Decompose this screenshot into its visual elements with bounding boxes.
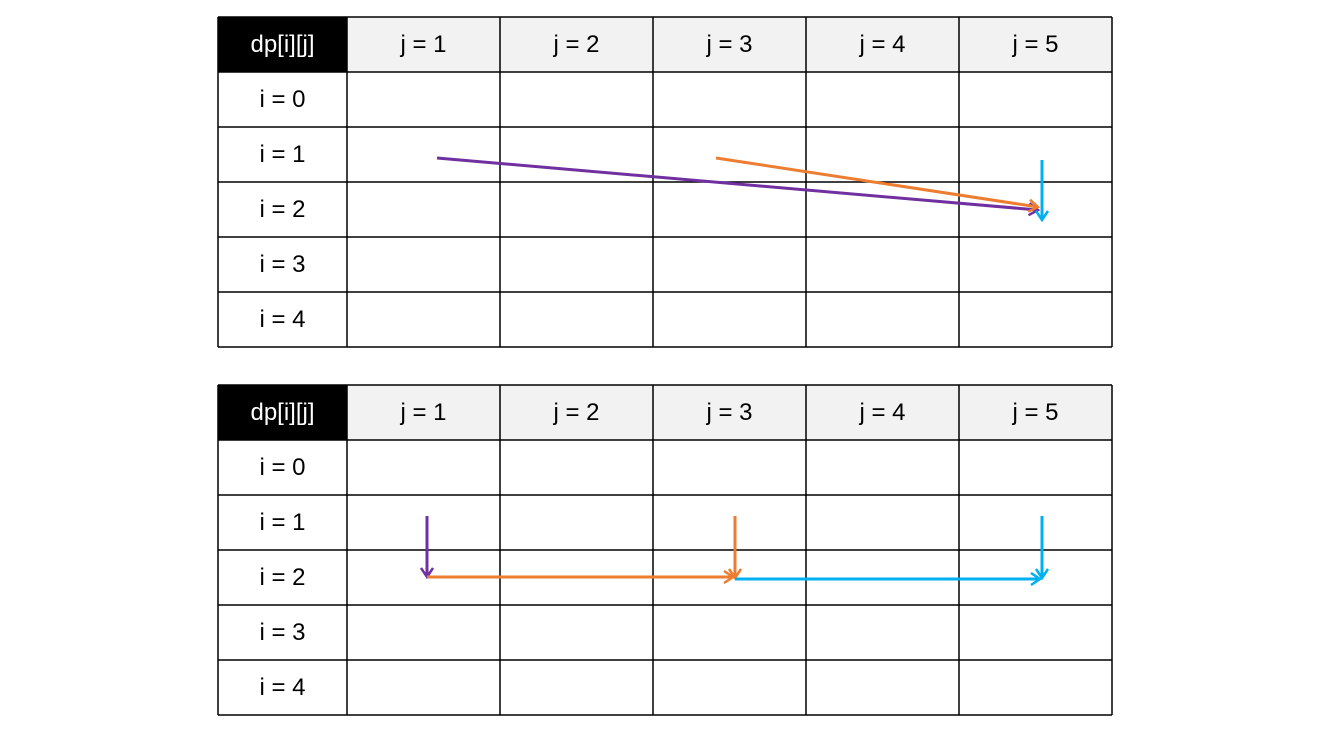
table: dp[i][j] j = 1 j = 2 j = 3 j = 4 j = 5 i = 0 i …: [217, 384, 1113, 716]
row-header: i = 3: [259, 251, 305, 278]
column-header: j = 2: [552, 31, 599, 58]
header-row-bg: [218, 17, 1112, 72]
column-header: j = 3: [705, 399, 752, 426]
row-header: i = 1: [259, 141, 305, 168]
corner-cell: dp[i][j]: [250, 399, 314, 426]
column-header: j = 1: [399, 399, 446, 426]
row-header: i = 4: [259, 674, 305, 701]
row-header: i = 4: [259, 306, 305, 333]
column-header: j = 4: [858, 399, 905, 426]
arrow: [436, 156, 1038, 210]
arrow: [715, 156, 1038, 207]
tables: dp[i][j] j = 1 j = 2 j = 3 j = 4 j = 5 i = 0 i …: [217, 16, 1113, 716]
row-header: i = 2: [259, 196, 305, 223]
row-header: i = 1: [259, 509, 305, 536]
column-header: j = 1: [399, 31, 446, 58]
arrows: [427, 156, 1042, 579]
row-header: i = 0: [259, 454, 305, 481]
header-row-bg: [218, 385, 1112, 440]
column-header: j = 4: [858, 31, 905, 58]
row-header: i = 0: [259, 86, 305, 113]
column-header: j = 2: [552, 399, 599, 426]
column-header: j = 5: [1011, 399, 1058, 426]
corner-cell: dp[i][j]: [250, 31, 314, 58]
column-header: j = 3: [705, 31, 752, 58]
table: dp[i][j] j = 1 j = 2 j = 3 j = 4 j = 5 i = 0 i …: [217, 16, 1113, 348]
corner-cell-bg: [218, 17, 347, 72]
column-header: j = 5: [1011, 31, 1058, 58]
row-header: i = 2: [259, 564, 305, 591]
corner-cell-bg: [218, 385, 347, 440]
row-header: i = 3: [259, 619, 305, 646]
